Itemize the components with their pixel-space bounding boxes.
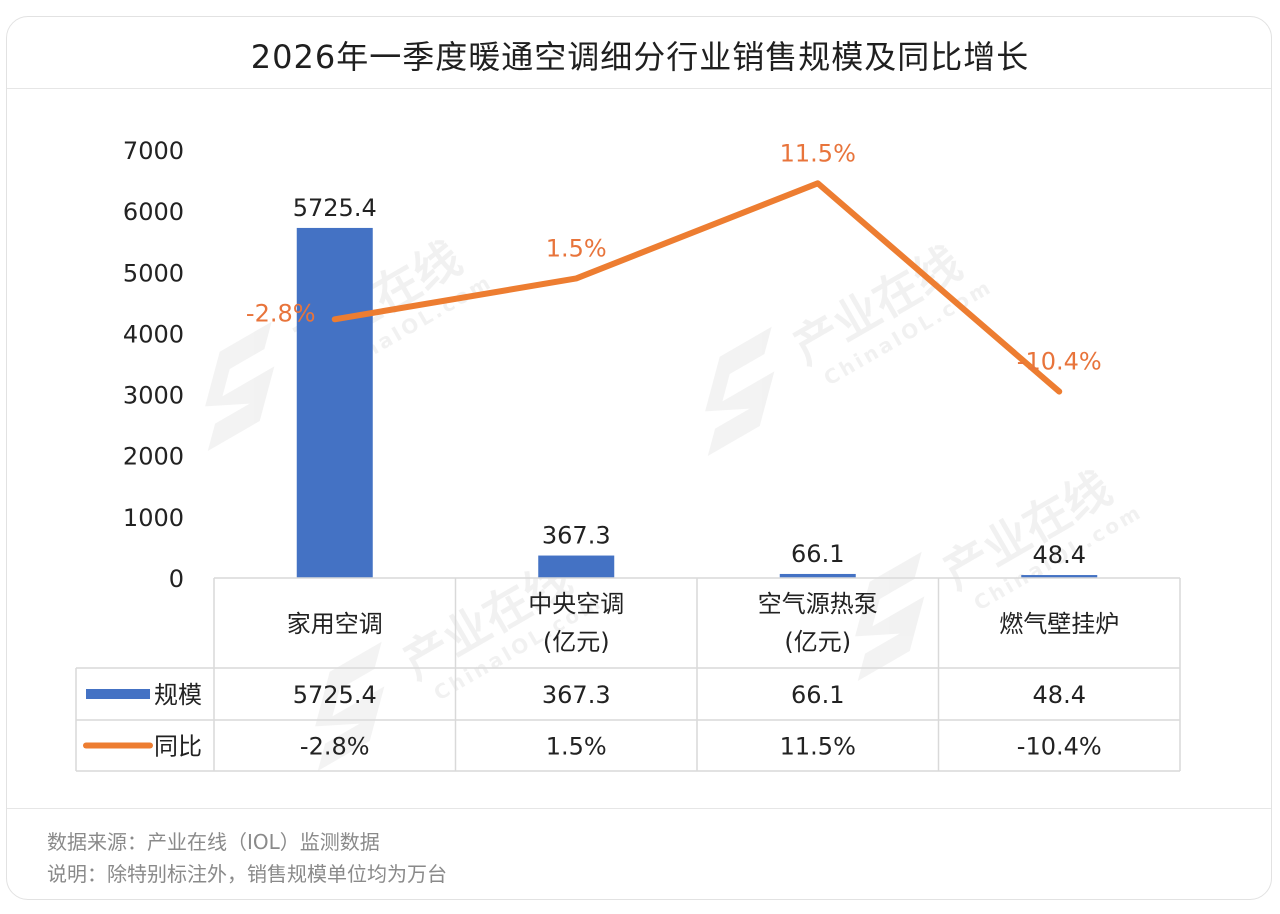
watermark-logo-icon — [705, 326, 775, 456]
x-category-label: 家用空调 — [287, 610, 383, 638]
x-category-label: 燃气壁挂炉 — [999, 610, 1119, 638]
data-source-note: 数据来源：产业在线（IOL）监测数据 — [47, 830, 380, 854]
bar-data-label: 367.3 — [542, 522, 611, 550]
bar-data-label: 5725.4 — [293, 194, 377, 222]
line-data-label: -10.4% — [1017, 348, 1102, 376]
bar-data-label: 48.4 — [1033, 541, 1086, 569]
title-divider — [7, 88, 1271, 89]
bar-data-label: 66.1 — [791, 540, 844, 568]
y-tick-label: 7000 — [123, 137, 184, 165]
chart-card — [6, 16, 1272, 900]
x-category-label: 空气源热泵 — [758, 590, 878, 618]
table-cell: -10.4% — [1017, 733, 1102, 761]
y-tick-label: 5000 — [123, 259, 184, 287]
legend-label: 同比 — [154, 733, 202, 761]
table-cell: 11.5% — [780, 733, 856, 761]
line-同比 — [331, 180, 1063, 395]
x-category-label: 中央空调 — [528, 590, 624, 618]
table-cell: 367.3 — [542, 681, 611, 709]
line-data-label: 11.5% — [780, 139, 856, 167]
legend-label: 规模 — [154, 681, 202, 709]
y-tick-label: 4000 — [123, 320, 184, 348]
bar-规模 — [296, 227, 373, 578]
unit-note: 说明：除特别标注外，销售规模单位均为万台 — [47, 862, 447, 886]
line-data-label: 1.5% — [546, 234, 607, 262]
table-cell: 66.1 — [791, 681, 844, 709]
table-cell: -2.8% — [300, 733, 370, 761]
table-cell: 1.5% — [546, 733, 607, 761]
legend-key-bar — [86, 689, 150, 699]
bar-规模 — [1021, 575, 1098, 578]
footer-divider — [7, 808, 1271, 809]
y-tick-label: 3000 — [123, 382, 184, 410]
y-tick-label: 6000 — [123, 198, 184, 226]
bar-规模 — [538, 555, 615, 578]
chart-title: 2026年一季度暖通空调细分行业销售规模及同比增长 — [250, 38, 1030, 76]
x-category-label: (亿元) — [784, 628, 851, 656]
table-cell: 48.4 — [1033, 681, 1086, 709]
x-category-label: (亿元) — [543, 628, 610, 656]
watermark-logo-icon — [205, 321, 275, 451]
y-tick-label: 1000 — [123, 504, 184, 532]
line-data-label: -2.8% — [246, 299, 316, 327]
bar-规模 — [779, 573, 856, 578]
y-tick-label: 2000 — [123, 443, 184, 471]
y-tick-label: 0 — [169, 565, 184, 593]
table-cell: 5725.4 — [293, 681, 377, 709]
